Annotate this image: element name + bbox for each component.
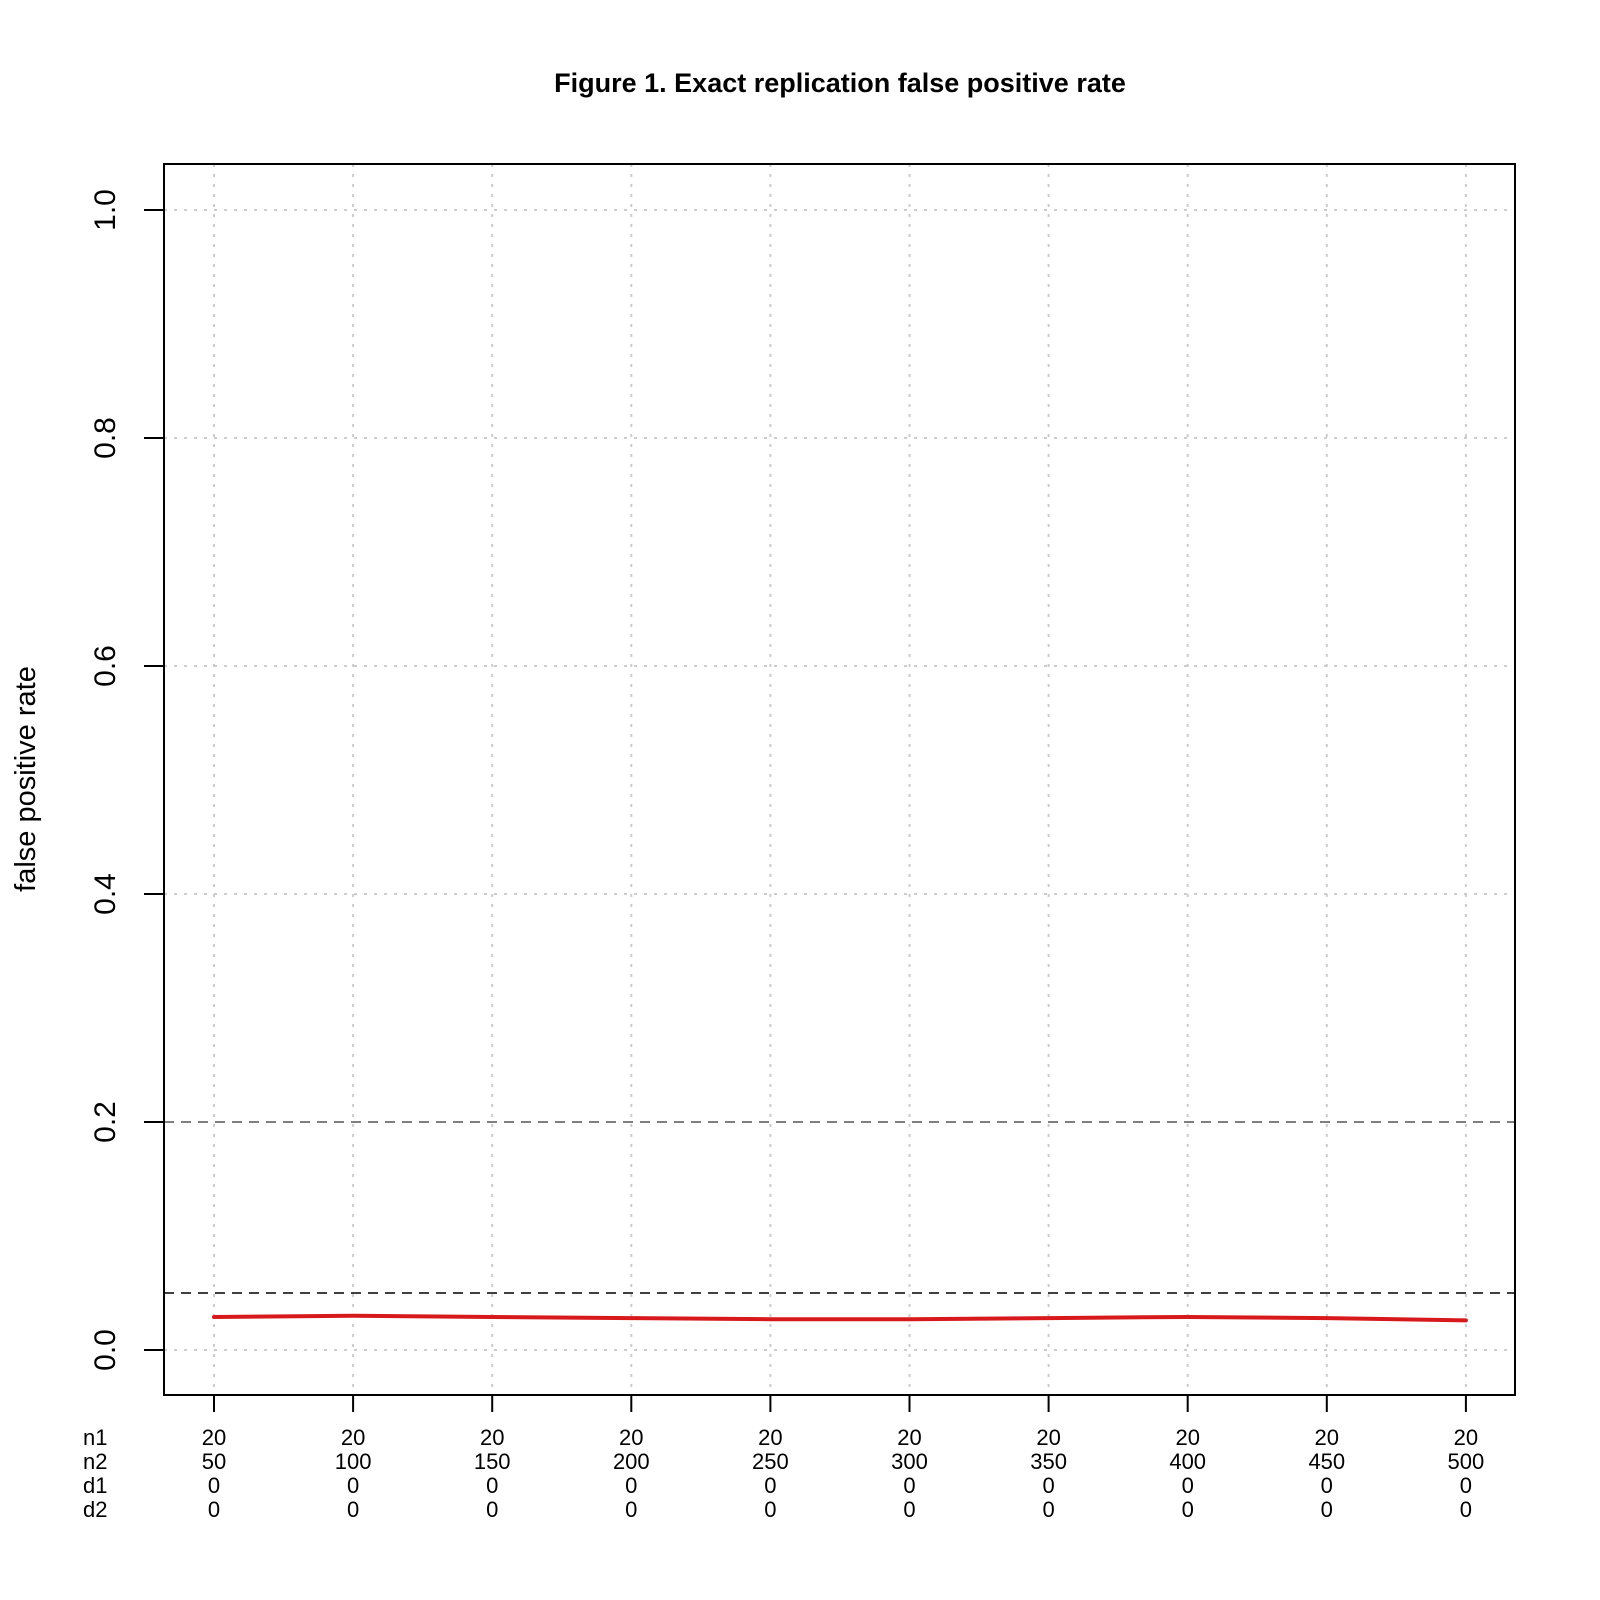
x-tick-label-n1: 20 (758, 1425, 782, 1450)
x-row-label-d1: d1 (83, 1473, 107, 1498)
x-tick-label-n1: 20 (1175, 1425, 1199, 1450)
data-series (212, 1313, 1468, 1323)
x-tick-label-n1: 20 (202, 1425, 226, 1450)
x-row-label-n1: n1 (83, 1425, 107, 1450)
x-tick-label-d1: 0 (625, 1473, 637, 1498)
x-tick-label-d2: 0 (1321, 1497, 1333, 1522)
x-tick-label-n2: 250 (752, 1449, 789, 1474)
x-tick-label-n1: 20 (1454, 1425, 1478, 1450)
x-tick-label-d1: 0 (1460, 1473, 1472, 1498)
y-tick-label: 0.0 (89, 1329, 122, 1371)
x-tick-label-d2: 0 (1182, 1497, 1194, 1522)
y-tick-label: 0.4 (89, 873, 122, 915)
x-tick-label-n2: 150 (474, 1449, 511, 1474)
chart-title: Figure 1. Exact replication false positi… (554, 68, 1126, 98)
x-tick-label-d2: 0 (625, 1497, 637, 1522)
grid-lines (164, 164, 1515, 1395)
y-tick-label: 0.6 (89, 645, 122, 687)
y-axis-label: false positive rate (10, 666, 42, 892)
plot-frame (163, 163, 1516, 1396)
x-tick-label-d2: 0 (903, 1497, 915, 1522)
x-row-label-d2: d2 (83, 1497, 107, 1522)
y-tick-label: 1.0 (89, 189, 122, 231)
x-tick-label-d1: 0 (486, 1473, 498, 1498)
x-tick-label-d1: 0 (208, 1473, 220, 1498)
x-tick-label-n1: 20 (1315, 1425, 1339, 1450)
x-tick-label-n2: 400 (1169, 1449, 1206, 1474)
x-row-label-n2: n2 (83, 1449, 107, 1474)
x-tick-label-d1: 0 (903, 1473, 915, 1498)
x-tick-label-n1: 20 (341, 1425, 365, 1450)
reference-lines (164, 1121, 1515, 1294)
x-tick-label-n2: 450 (1308, 1449, 1345, 1474)
y-tick-label: 0.2 (89, 1101, 122, 1143)
y-tick-label: 0.8 (89, 417, 122, 459)
series-line (212, 1313, 1468, 1323)
x-tick-label-d1: 0 (347, 1473, 359, 1498)
x-tick-label-d2: 0 (486, 1497, 498, 1522)
x-tick-label-n1: 20 (619, 1425, 643, 1450)
x-tick-label-n2: 50 (202, 1449, 226, 1474)
y-axis: 0.0 0.2 0.4 0.6 0.8 1.0 (89, 189, 164, 1371)
x-tick-label-n2: 100 (335, 1449, 372, 1474)
x-tick-label-d1: 0 (1042, 1473, 1054, 1498)
x-tick-label-n2: 300 (891, 1449, 928, 1474)
x-tick-label-n2: 200 (613, 1449, 650, 1474)
x-tick-label-d2: 0 (347, 1497, 359, 1522)
x-tick-label-d2: 0 (764, 1497, 776, 1522)
x-tick-label-d1: 0 (764, 1473, 776, 1498)
x-tick-label-n1: 20 (897, 1425, 921, 1450)
x-tick-label-n1: 20 (480, 1425, 504, 1450)
x-tick-label-n1: 20 (1036, 1425, 1060, 1450)
x-axis: n1 20 20 20 20 20 20 20 20 20 20 n2 50 100 150 200 250 30… (83, 1395, 1484, 1522)
x-tick-label-d2: 0 (1042, 1497, 1054, 1522)
x-tick-label-n2: 350 (1030, 1449, 1067, 1474)
x-tick-label-d1: 0 (1182, 1473, 1194, 1498)
x-tick-label-d1: 0 (1321, 1473, 1333, 1498)
x-tick-label-d2: 0 (1460, 1497, 1472, 1522)
x-tick-label-n2: 500 (1448, 1449, 1485, 1474)
x-tick-label-d2: 0 (208, 1497, 220, 1522)
